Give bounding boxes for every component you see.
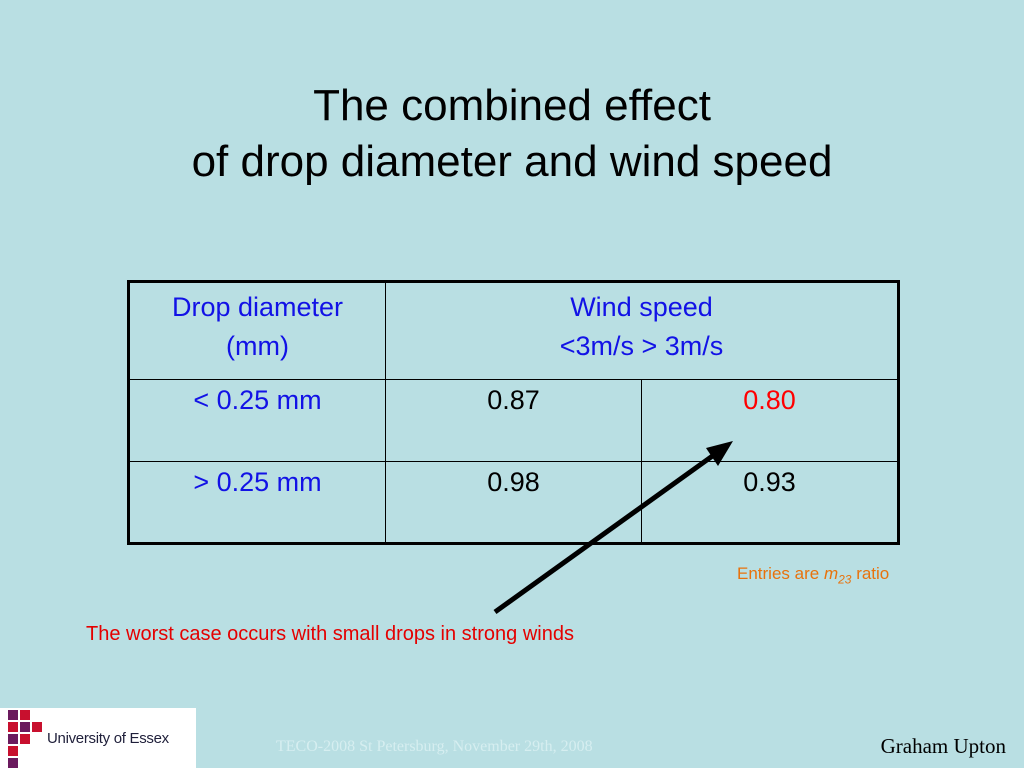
wind-low-label: <3m/s xyxy=(559,331,634,361)
slide-title: The combined effect of drop diameter and… xyxy=(0,78,1024,190)
author-name: Graham Upton xyxy=(880,734,1006,758)
wind-speed-header: Wind speed <3m/s > 3m/s xyxy=(385,281,899,380)
note-suffix: ratio xyxy=(851,564,890,583)
essex-crest-icon xyxy=(8,710,42,768)
note-variable: m23 xyxy=(823,564,852,587)
note-prefix: Entries are xyxy=(737,564,824,583)
arrow-shaft xyxy=(493,449,720,615)
value-cell-highlight: 0.80 xyxy=(641,379,899,462)
logo-text: University of Essex xyxy=(47,730,169,747)
arrow-head xyxy=(706,441,733,466)
wind-speed-subheaders: <3m/s > 3m/s xyxy=(386,322,897,371)
table-row: < 0.25 mm 0.87 0.80 xyxy=(128,379,899,462)
wind-high-label: > 3m/s xyxy=(641,331,724,361)
table-row: > 0.25 mm 0.98 0.93 xyxy=(128,461,899,544)
entries-note: Entries are m23 ratio xyxy=(737,564,889,586)
university-logo: University of Essex xyxy=(0,708,196,768)
title-line-2: of drop diameter and wind speed xyxy=(191,137,833,186)
note-var: m xyxy=(823,564,839,583)
worst-case-caption: The worst case occurs with small drops i… xyxy=(86,623,574,645)
value-cell: 0.98 xyxy=(385,461,642,544)
title-line-1: The combined effect xyxy=(313,81,711,130)
drop-diameter-header: Drop diameter (mm) xyxy=(128,281,386,380)
row-label: > 0.25 mm xyxy=(128,461,386,544)
note-subscript: 23 xyxy=(838,572,852,587)
footer-text: TECO-2008 St Petersburg, November 29th, … xyxy=(276,738,593,755)
drop-diameter-label: Drop diameter xyxy=(171,292,344,322)
drop-diameter-unit: (mm) xyxy=(226,331,289,361)
table-header-row: Drop diameter (mm) Wind speed <3m/s > 3m… xyxy=(128,281,899,380)
row-label: < 0.25 mm xyxy=(128,379,386,462)
wind-speed-label: Wind speed xyxy=(570,292,713,322)
results-table: Drop diameter (mm) Wind speed <3m/s > 3m… xyxy=(127,280,900,545)
